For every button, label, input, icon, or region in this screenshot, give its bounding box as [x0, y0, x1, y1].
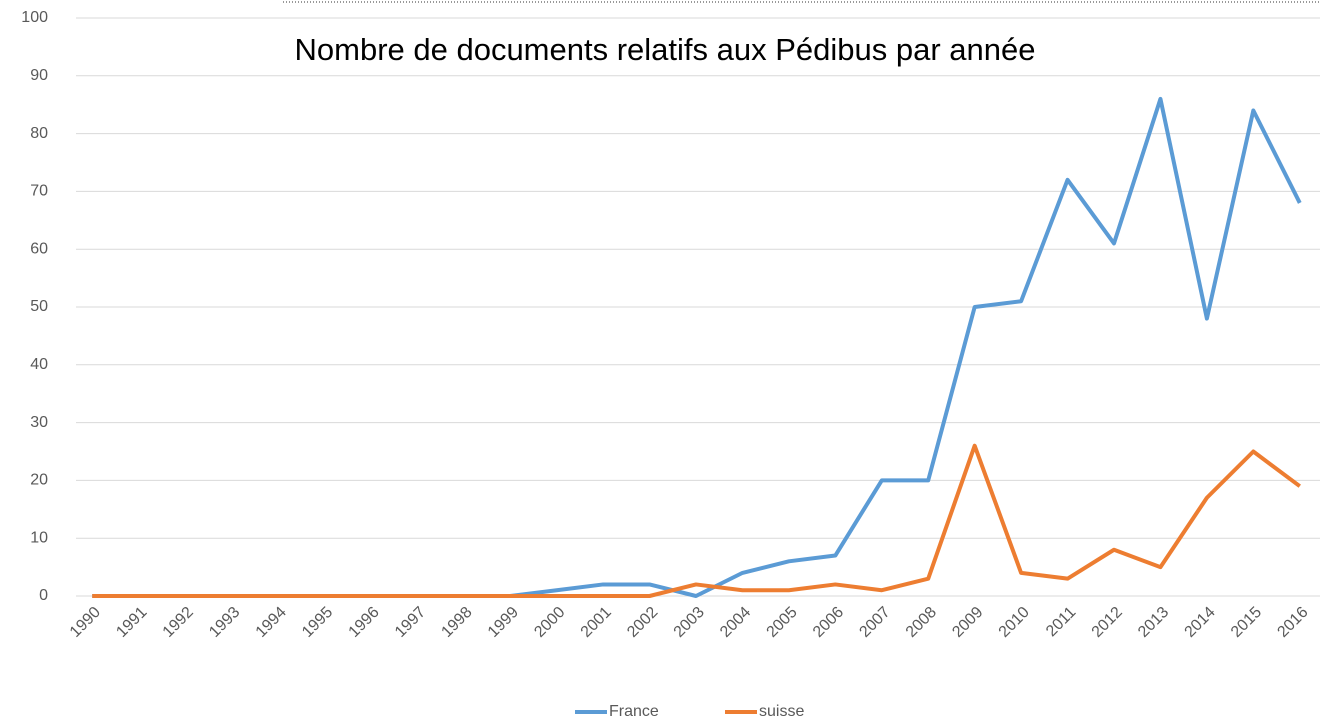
x-tick-label: 2001	[578, 604, 615, 641]
x-tick-label: 1990	[67, 604, 104, 641]
y-tick-label: 30	[30, 414, 48, 431]
x-tick-label: 2009	[949, 604, 986, 641]
series-line	[92, 443, 1301, 598]
x-tick-label: 2012	[1089, 604, 1126, 641]
x-tick-label: 1995	[299, 604, 336, 641]
x-tick-label: 2006	[810, 604, 847, 641]
x-tick-label: 2005	[764, 604, 801, 641]
series-line	[92, 96, 1302, 598]
x-tick-label: 2000	[531, 604, 568, 641]
x-tick-label: 1998	[438, 604, 475, 641]
x-tick-label: 1991	[113, 604, 150, 641]
x-tick-label: 2011	[1043, 604, 1079, 640]
y-tick-label: 70	[30, 183, 48, 200]
x-tick-label: 2007	[856, 604, 893, 641]
y-tick-label: 40	[30, 356, 48, 373]
y-tick-label: 90	[30, 67, 48, 84]
legend-label: suisse	[759, 703, 804, 720]
x-tick-label: 2015	[1228, 604, 1265, 641]
x-tick-label: 1999	[485, 604, 522, 641]
y-tick-label: 100	[21, 9, 48, 26]
x-tick-label: 2013	[1135, 604, 1172, 641]
y-tick-label: 60	[30, 240, 48, 257]
x-tick-label: 2016	[1274, 604, 1311, 641]
y-tick-label: 0	[39, 587, 48, 604]
y-tick-label: 80	[30, 125, 48, 142]
y-tick-label: 20	[30, 472, 48, 489]
x-tick-label: 1993	[206, 604, 243, 641]
x-tick-label: 2003	[671, 604, 708, 641]
y-tick-label: 50	[30, 298, 48, 315]
legend-label: France	[609, 703, 659, 720]
x-tick-label: 2004	[717, 604, 754, 641]
chart-title: Nombre de documents relatifs aux Pédibus…	[295, 32, 1036, 67]
x-tick-label: 1994	[253, 604, 290, 641]
x-tick-label: 2002	[624, 604, 661, 641]
x-tick-label: 1992	[160, 604, 197, 641]
x-tick-label: 2014	[1182, 604, 1219, 641]
x-tick-label: 2010	[996, 604, 1033, 641]
x-tick-label: 1997	[392, 604, 429, 641]
x-tick-label: 2008	[903, 604, 940, 641]
x-tick-label: 1996	[346, 604, 383, 641]
y-tick-label: 10	[30, 529, 48, 546]
